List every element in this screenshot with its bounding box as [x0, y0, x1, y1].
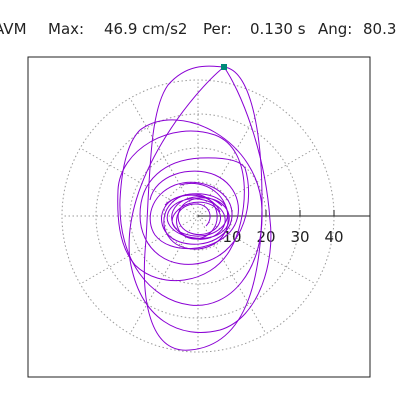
outer-orbit-loop: [143, 65, 263, 351]
mid-orbit-loop-a: [119, 119, 263, 306]
acceleration-orbit-trace: [117, 65, 272, 351]
grid-spoke: [197, 215, 317, 285]
period-label: Per:: [203, 20, 232, 38]
radial-ticks: 10 20 30 40: [222, 210, 344, 246]
period-value: 0.130 s: [250, 20, 306, 38]
core-orbit-scribble: [164, 193, 230, 240]
core-orbit-scribble: [149, 170, 239, 249]
angle-label: Ang:: [318, 20, 353, 38]
component-label: AVM: [0, 20, 27, 38]
tick-label-30: 30: [290, 228, 309, 246]
grid-spoke: [197, 215, 267, 335]
grid-spoke: [129, 215, 199, 335]
core-orbit-scribble: [163, 183, 229, 250]
angle-value: 80.3: [363, 20, 397, 38]
max-value: 46.9 cm/s2: [104, 20, 188, 38]
max-label: Max:: [48, 20, 85, 38]
peak-marker: [221, 64, 227, 70]
grid-spoke: [79, 215, 199, 285]
mid-orbit-loop-c: [139, 157, 250, 265]
title-bar: AVM Max: 46.9 cm/s2 Per: 0.130 s Ang: 80…: [0, 20, 400, 42]
grid-spoke: [129, 97, 199, 217]
large-orbit-loop: [128, 66, 272, 333]
tick-label-10: 10: [222, 228, 241, 246]
tick-label-40: 40: [324, 228, 343, 246]
grid-spoke: [79, 147, 199, 217]
plot-frame: [27, 56, 371, 378]
